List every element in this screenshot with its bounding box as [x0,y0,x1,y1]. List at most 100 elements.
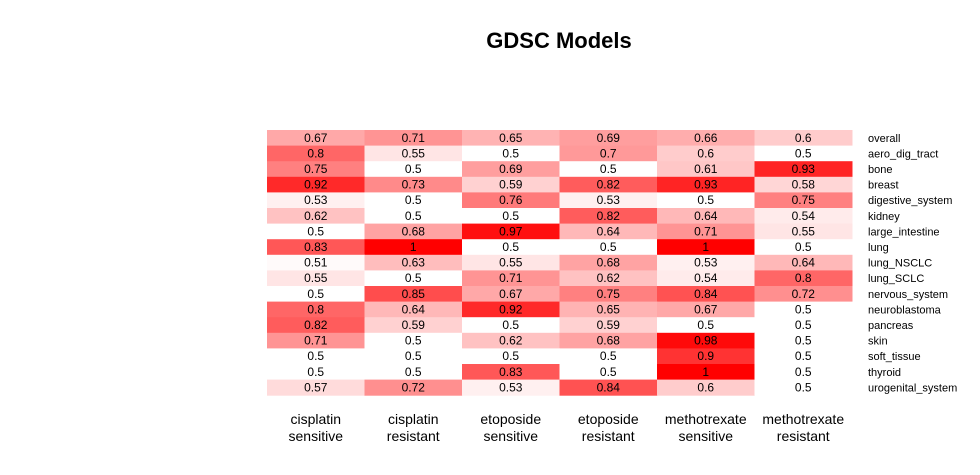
row-label: kidney [868,211,900,223]
heatmap-cell [364,379,463,396]
heatmap-cell [364,161,463,178]
cell-value-label: 0.68 [597,334,621,348]
heatmap-cell [559,317,658,334]
heatmap-cell [267,145,365,162]
cell-value-label: 0.6 [697,380,714,394]
heatmap-cell [657,348,755,365]
column-label: resistant [777,428,830,444]
cell-value-label: 0.71 [304,334,328,348]
cell-value-label: 0.54 [792,209,816,223]
row-label: lung_NSCLC [868,258,932,270]
heatmap-cell [559,379,658,396]
cell-value-label: 0.64 [792,256,816,270]
heatmap-cell [559,130,658,147]
heatmap-cell [657,176,755,193]
column-label: methotrexate [665,411,747,427]
heatmap-cell [754,317,853,334]
heatmap-cell [559,364,658,381]
cell-value-label: 0.5 [795,334,812,348]
heatmap-cell [657,208,755,225]
heatmap-cell [657,161,755,178]
heatmap-cell [364,145,463,162]
column-label: etoposide [578,411,639,427]
heatmap-cell [559,145,658,162]
cell-value-label: 0.55 [792,224,816,238]
heatmap-cell [267,348,365,365]
cell-value-label: 0.83 [499,365,523,379]
heatmap-cell [462,239,560,256]
heatmap-cell [754,364,853,381]
row-label: lung_SCLC [868,273,924,285]
cell-value-label: 0.76 [499,193,523,207]
cell-value-label: 0.5 [405,193,422,207]
heatmap-cell [754,161,853,178]
row-label: lung [868,242,889,254]
heatmap-cell [462,317,560,334]
heatmap-cell [462,161,560,178]
heatmap-cell [657,192,755,209]
cell-value-label: 0.6 [697,146,714,160]
cell-value-label: 0.68 [402,224,426,238]
cell-value-label: 0.85 [402,287,426,301]
heatmap-cell [657,223,755,240]
cell-value-label: 0.73 [402,178,426,192]
cell-value-label: 0.82 [597,178,621,192]
cell-value-label: 0.64 [694,209,718,223]
cell-value-label: 0.63 [402,256,426,270]
cell-value-label: 0.59 [499,178,523,192]
heatmap-cell [559,254,658,271]
cell-value-label: 0.71 [694,224,718,238]
heatmap-cell [364,208,463,225]
cell-value-label: 0.97 [499,224,523,238]
cell-value-label: 0.65 [499,131,523,145]
cell-value-label: 0.92 [499,302,523,316]
column-label: resistant [582,428,635,444]
cell-value-label: 0.84 [597,380,621,394]
heatmap-cell [559,239,658,256]
cell-value-label: 0.5 [795,240,812,254]
heatmap-cell [657,379,755,396]
cell-value-label: 0.5 [405,162,422,176]
cell-value-label: 0.59 [597,318,621,332]
heatmap-cell [754,332,853,349]
cell-value-label: 0.53 [499,380,523,394]
cell-value-label: 0.61 [694,162,718,176]
cell-value-label: 0.5 [307,365,324,379]
heatmap-cell [462,270,560,287]
cell-value-label: 0.83 [304,240,328,254]
heatmap-cell [559,192,658,209]
cell-value-label: 0.58 [792,178,816,192]
heatmap-cell [364,301,463,318]
heatmap-cell [267,223,365,240]
heatmap-cell [267,130,365,147]
heatmap-cell [267,161,365,178]
row-label: urogenital_system [868,382,957,394]
heatmap-cell [267,176,365,193]
heatmap-cell [364,130,463,147]
heatmap-cell [462,286,560,303]
cell-value-label: 0.71 [402,131,426,145]
row-label: pancreas [868,320,914,332]
cell-value-label: 0.6 [795,131,812,145]
cell-value-label: 0.75 [792,193,816,207]
cell-value-label: 0.68 [597,256,621,270]
cell-value-label: 0.69 [597,131,621,145]
cell-value-label: 0.53 [597,193,621,207]
row-label: large_intestine [868,226,940,238]
heatmap-cell [754,254,853,271]
heatmap-cell [462,301,560,318]
chart-title: GDSC Models [486,28,632,53]
cell-value-label: 0.93 [792,162,816,176]
cell-value-label: 0.5 [405,209,422,223]
heatmap-cell [657,364,755,381]
heatmap-cell [364,254,463,271]
cell-value-label: 0.5 [405,271,422,285]
heatmap-cell [364,286,463,303]
heatmap-cell [364,239,463,256]
heatmap-cell [267,301,365,318]
cell-value-label: 0.54 [694,271,718,285]
cell-value-label: 0.5 [502,318,519,332]
cell-value-label: 0.5 [697,318,714,332]
heatmap-cell [657,286,755,303]
cell-value-label: 0.5 [600,162,617,176]
